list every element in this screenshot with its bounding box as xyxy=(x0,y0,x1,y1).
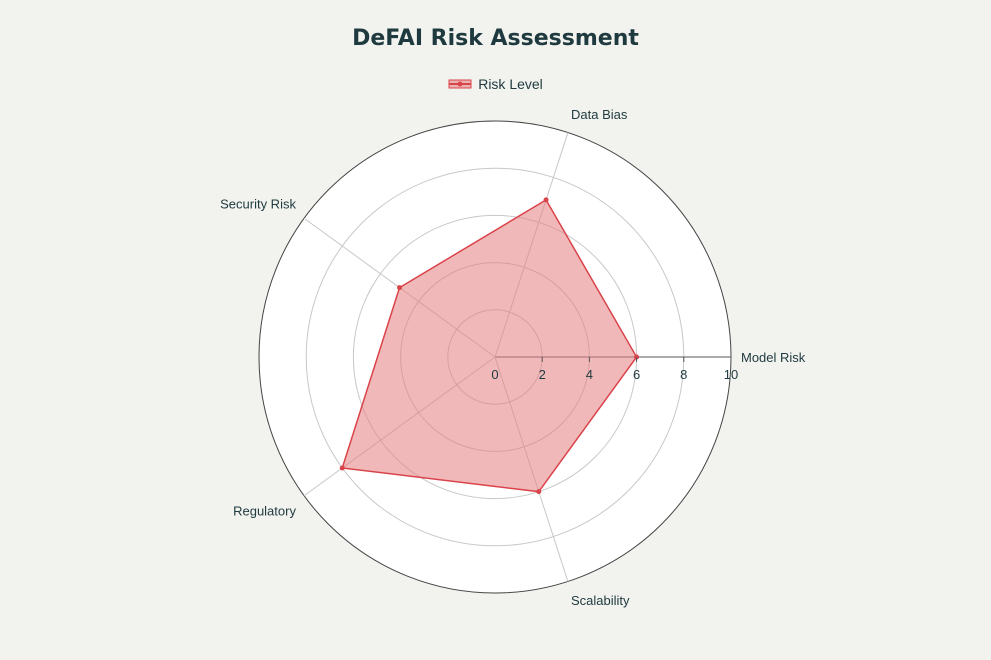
data-point[interactable] xyxy=(397,285,403,291)
tick-label: 0 xyxy=(491,367,498,382)
axis-label: Model Risk xyxy=(741,350,806,365)
legend-swatch-risk-level xyxy=(448,79,472,89)
data-point[interactable] xyxy=(543,197,549,203)
tick-label: 10 xyxy=(724,367,738,382)
legend[interactable]: Risk Level xyxy=(0,76,991,92)
radar-series xyxy=(339,197,640,495)
tick-label: 4 xyxy=(586,367,593,382)
axis-label: Scalability xyxy=(571,593,630,608)
axis-label: Data Bias xyxy=(571,107,628,122)
series-area xyxy=(341,198,638,493)
axis-label: Regulatory xyxy=(233,504,296,519)
data-point[interactable] xyxy=(536,489,542,495)
radial-ticks: 0 2 4 6 8 10 xyxy=(491,357,738,382)
legend-label: Risk Level xyxy=(478,76,543,92)
chart-title: DeFAI Risk Assessment xyxy=(352,26,639,51)
tick-label: 2 xyxy=(539,367,546,382)
axis-label: Security Risk xyxy=(220,196,296,211)
data-point[interactable] xyxy=(339,465,345,471)
axis-labels: Model Risk Data Bias Security Risk Regulato… xyxy=(220,107,806,608)
tick-label: 6 xyxy=(633,367,640,382)
tick-label: 8 xyxy=(680,367,687,382)
